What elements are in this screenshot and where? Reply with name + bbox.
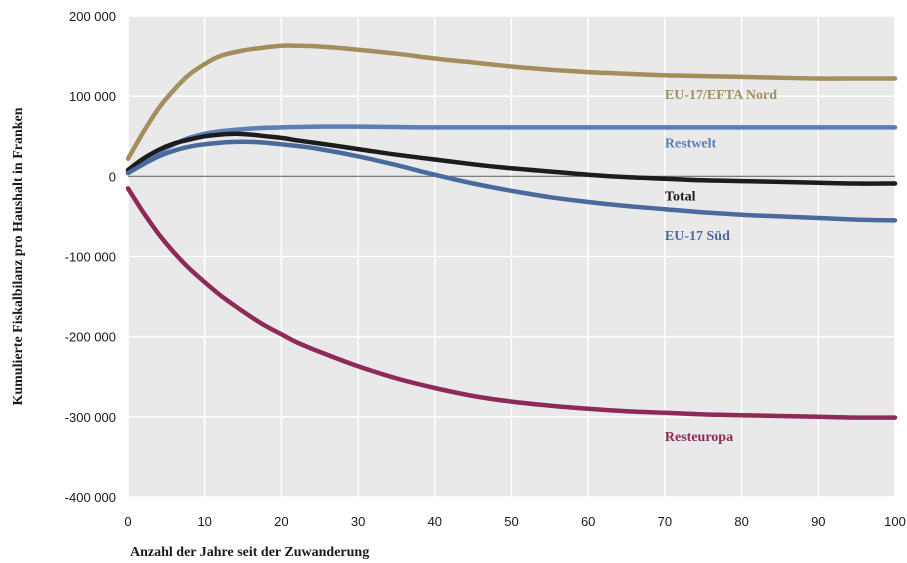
series-line-total [125,131,898,186]
x-tick-label: 60 [581,514,595,529]
y-tick-label: 100 000 [69,89,116,104]
series-line-eu-17-efta-nord [125,43,898,161]
y-tick-label: -100 000 [65,250,116,265]
series-labels: EU-17/EFTA Nord Restwelt Total EU-17 Süd Res… [665,88,777,445]
grid [127,15,896,498]
y-tick-label: -400 000 [65,490,116,505]
x-axis-title: Anzahl der Jahre seit der Zuwanderung [130,545,369,560]
y-axis-ticks: 200 000 100 000 0 -100 000 -200 000 -300 000 -… [65,9,116,505]
x-tick-label: 10 [197,514,211,529]
x-tick-label: 0 [124,514,131,529]
y-tick-label: -200 000 [65,330,116,345]
y-axis-title: Kumulierte Fiskalbilanz pro Haushalt in … [11,107,26,405]
x-tick-label: 50 [504,514,518,529]
y-tick-label: -300 000 [65,410,116,425]
series-lines [125,43,898,420]
x-tick-label: 20 [274,514,288,529]
series-label: Restwelt [665,137,717,152]
series-label: Total [665,190,696,205]
x-tick-label: 80 [734,514,748,529]
series-label: EU-17/EFTA Nord [665,88,777,103]
x-tick-label: 40 [428,514,442,529]
y-tick-label: 200 000 [69,9,116,24]
x-tick-label: 30 [351,514,365,529]
series-label: Resteuropa [665,430,733,445]
series-label: EU-17 Süd [665,229,730,244]
x-tick-label: 90 [811,514,825,529]
series-line-eu-17-s-d [125,139,898,223]
x-tick-label: 100 [884,514,906,529]
y-tick-label: 0 [109,169,116,184]
series-line-resteuropa [125,186,898,420]
x-tick-label: 70 [658,514,672,529]
x-axis-ticks: 0 10 20 30 40 50 60 70 80 90 100 [124,514,905,529]
